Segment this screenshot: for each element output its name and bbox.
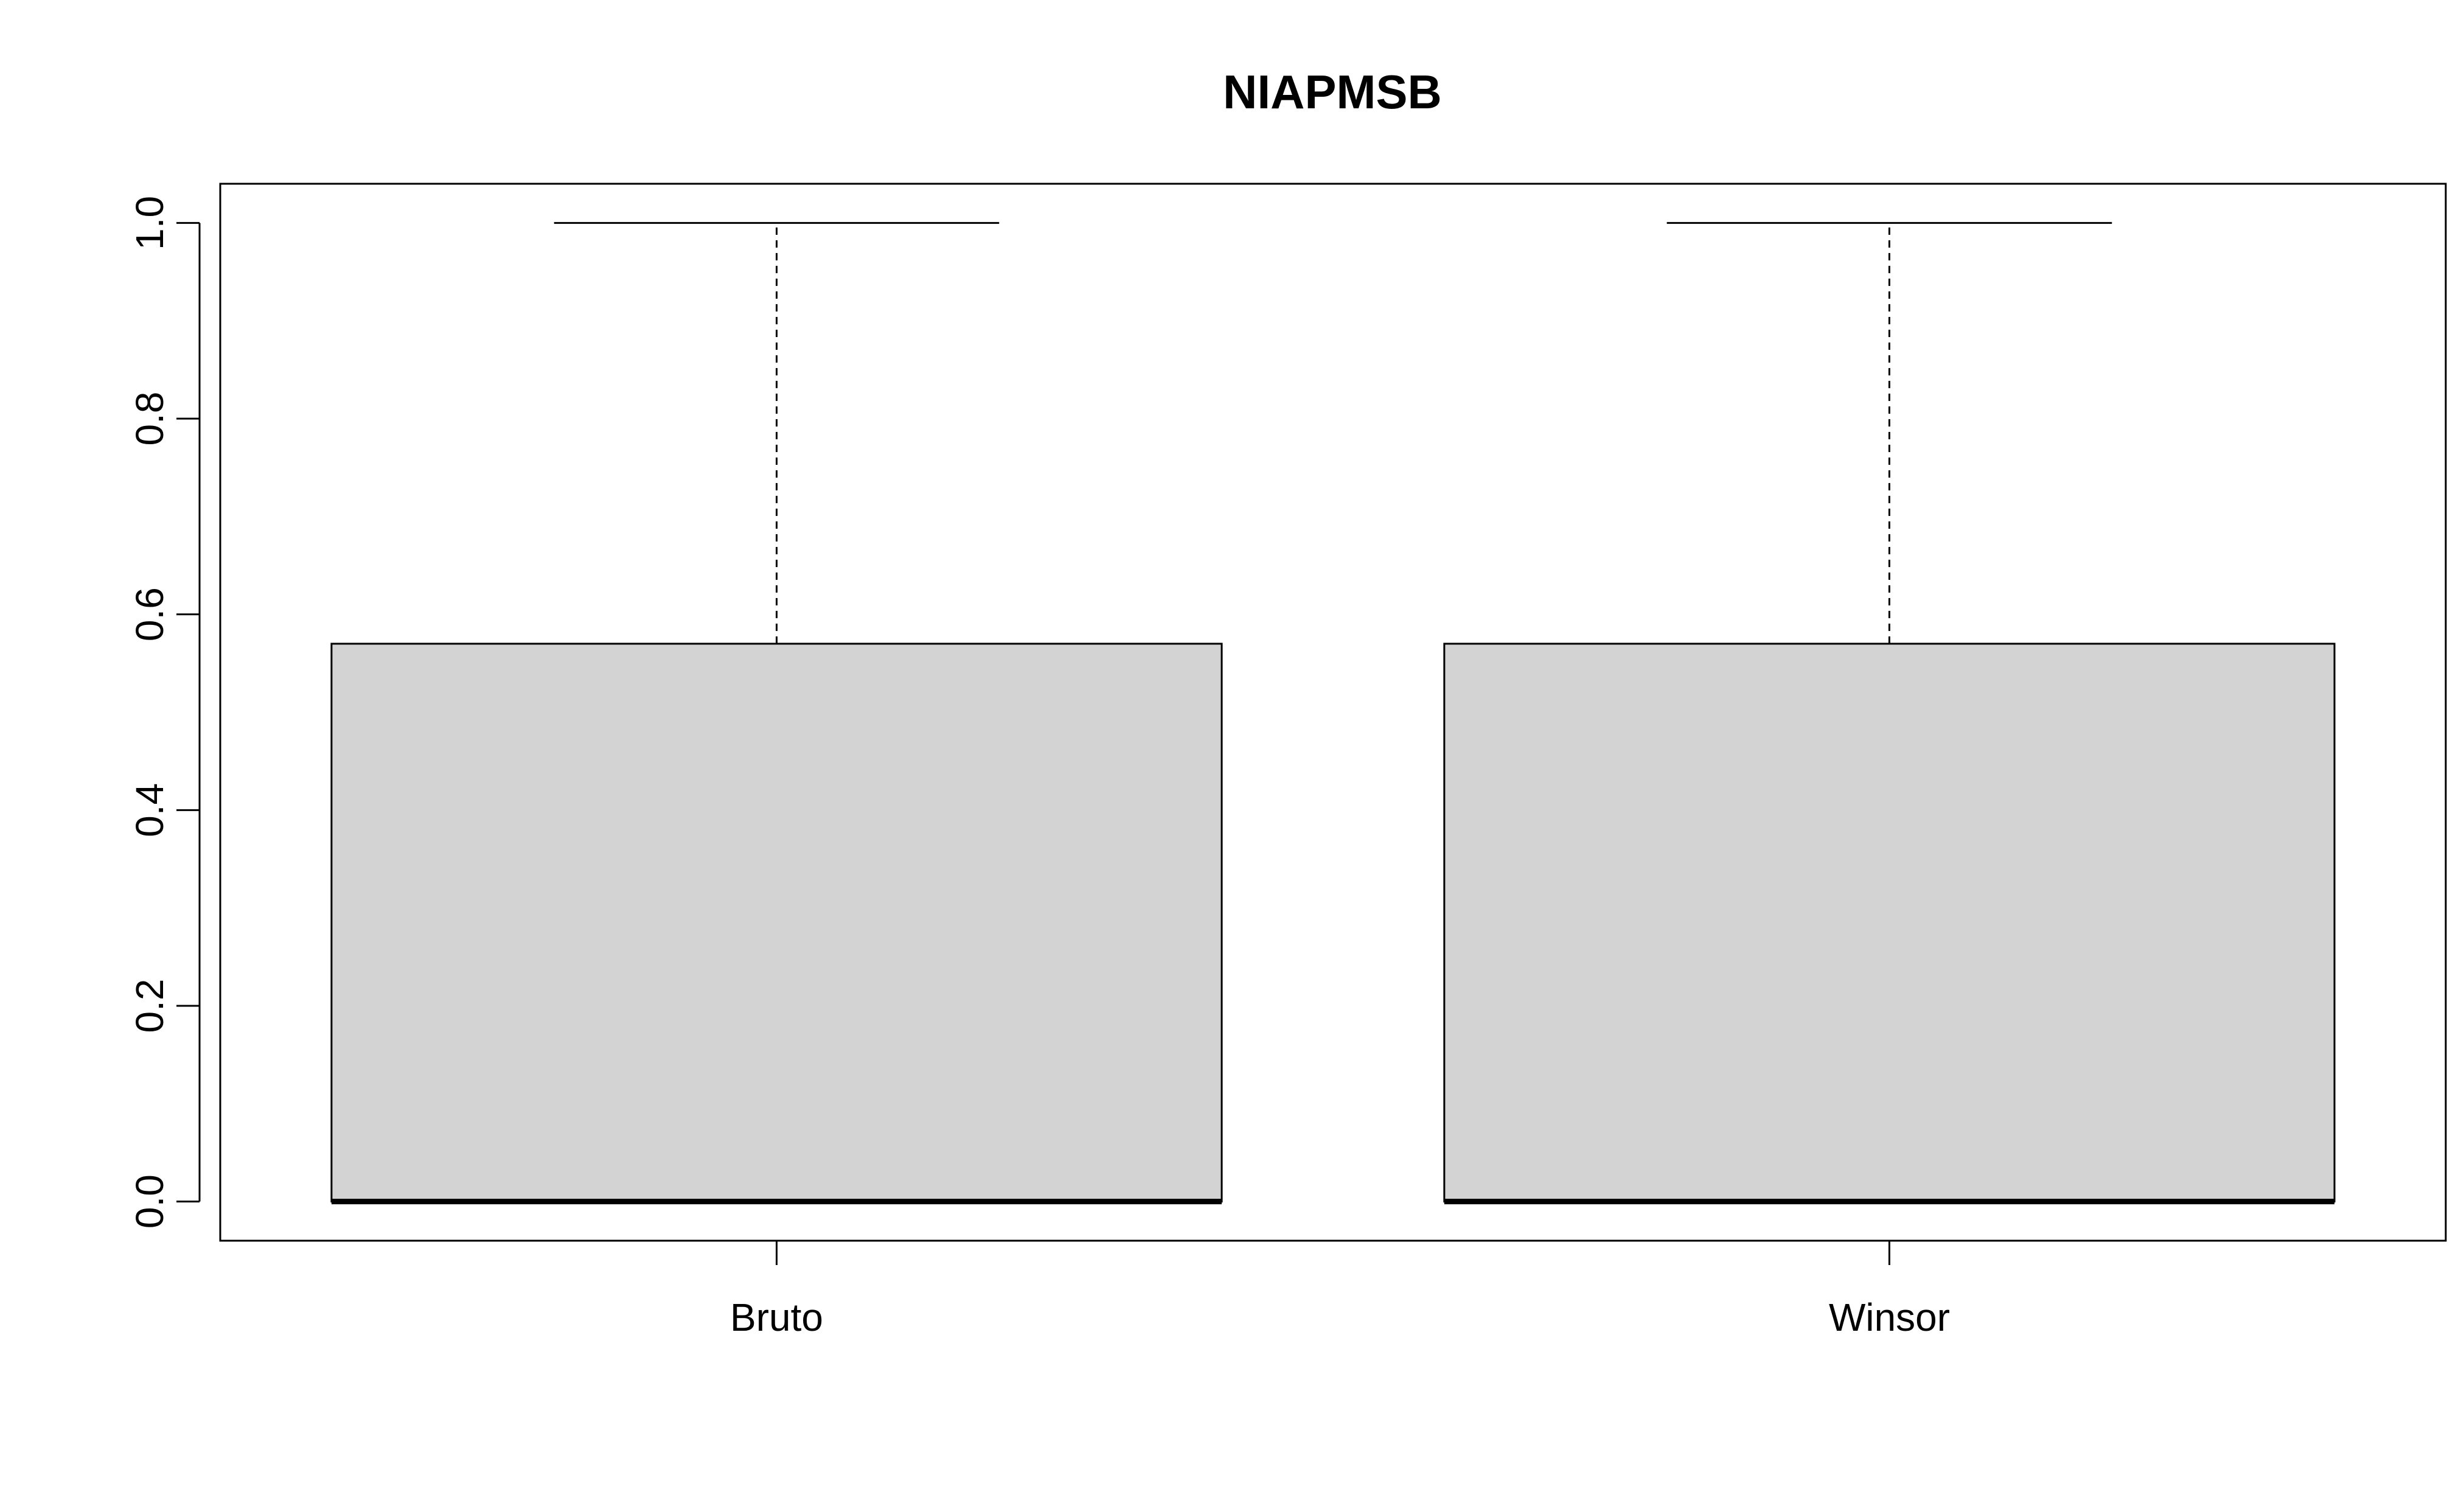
y-tick-label: 1.0 bbox=[128, 196, 172, 250]
box-body bbox=[1443, 643, 2336, 1203]
boxes-layer bbox=[330, 221, 2336, 1205]
y-tick-label: 0.6 bbox=[128, 587, 172, 641]
x-tick-label: Winsor bbox=[1829, 1295, 1950, 1339]
x-tick-label: Bruto bbox=[730, 1295, 823, 1339]
plot-frame bbox=[219, 183, 2447, 1242]
box-body bbox=[330, 643, 1223, 1203]
y-axis: 0.0 0.2 0.4 0.6 0.8 1.0 bbox=[128, 196, 201, 1229]
y-tick-label: 0.8 bbox=[128, 392, 172, 446]
box-winsor bbox=[1443, 221, 2336, 1205]
y-tick-label: 0.0 bbox=[128, 1174, 172, 1229]
chart-title: NIAPMSB bbox=[1223, 65, 1442, 119]
y-tick-label: 0.4 bbox=[128, 783, 172, 837]
box-bruto bbox=[330, 221, 1223, 1205]
y-tick-label: 0.2 bbox=[128, 979, 172, 1033]
x-axis: Bruto Winsor bbox=[730, 1241, 1950, 1339]
